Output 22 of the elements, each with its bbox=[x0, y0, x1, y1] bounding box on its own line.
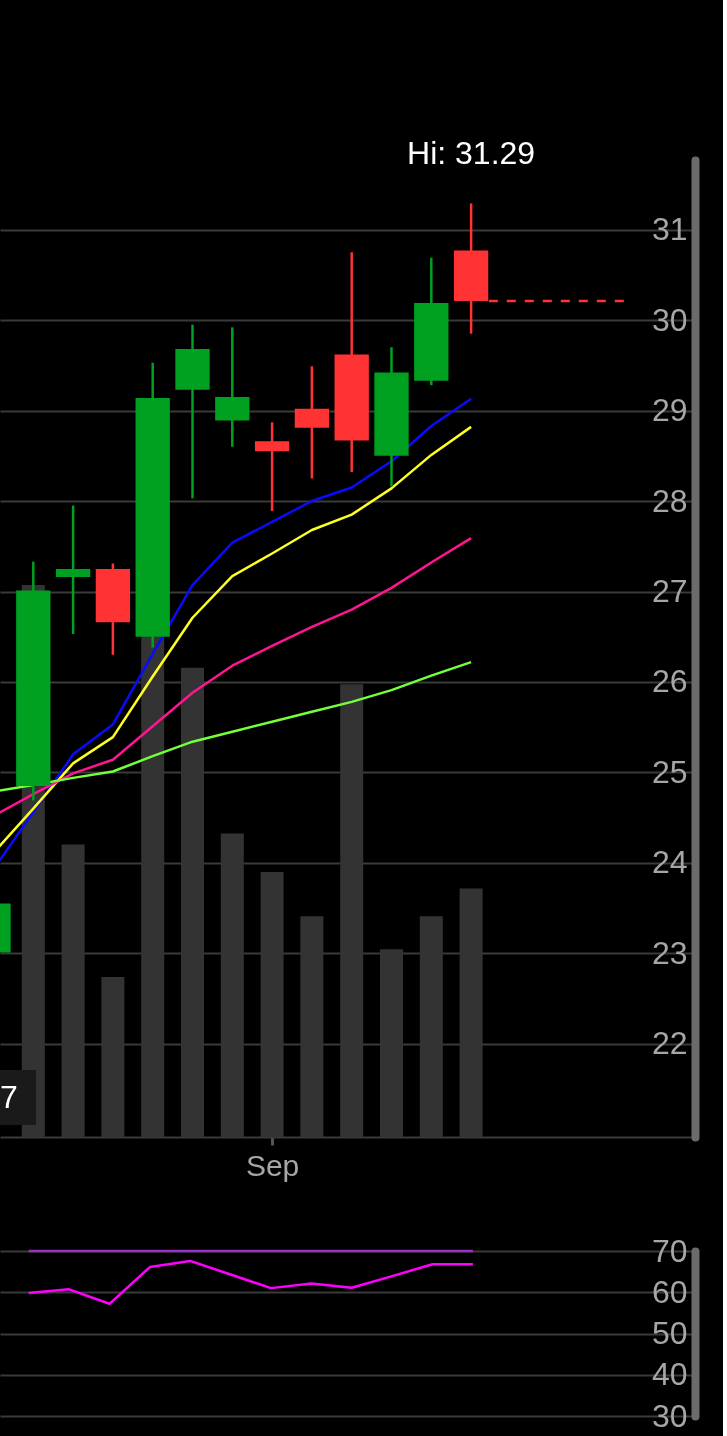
x-tick-label: Sep bbox=[245, 1148, 300, 1182]
y-tick-label: 70 bbox=[651, 1232, 688, 1269]
y-tick-label: 22 bbox=[651, 1025, 688, 1062]
y-tick-label: 30 bbox=[651, 1397, 688, 1434]
y-tick-label: 23 bbox=[651, 934, 688, 971]
candlestick bbox=[254, 421, 290, 513]
candlestick bbox=[55, 504, 91, 636]
y-tick-label: 50 bbox=[651, 1315, 688, 1351]
y-tick-label: 25 bbox=[651, 753, 688, 790]
y-tick-label: 27 bbox=[651, 573, 688, 610]
annotation: Hi: 31.29 bbox=[407, 135, 536, 172]
candlestick bbox=[294, 365, 330, 480]
y-tick-label: 60 bbox=[651, 1273, 688, 1310]
y-tick-label: 26 bbox=[651, 663, 688, 700]
y-tick-label: 31 bbox=[651, 211, 688, 248]
y-tick-label: 40 bbox=[651, 1356, 688, 1393]
y-tick-label: 28 bbox=[651, 482, 688, 519]
y-tick-label: 24 bbox=[651, 844, 688, 881]
y-tick-label: 30 bbox=[651, 301, 688, 338]
annotation: 7 bbox=[0, 1079, 18, 1115]
y-tick-label: 29 bbox=[651, 392, 688, 429]
line-series bbox=[27, 1259, 475, 1306]
